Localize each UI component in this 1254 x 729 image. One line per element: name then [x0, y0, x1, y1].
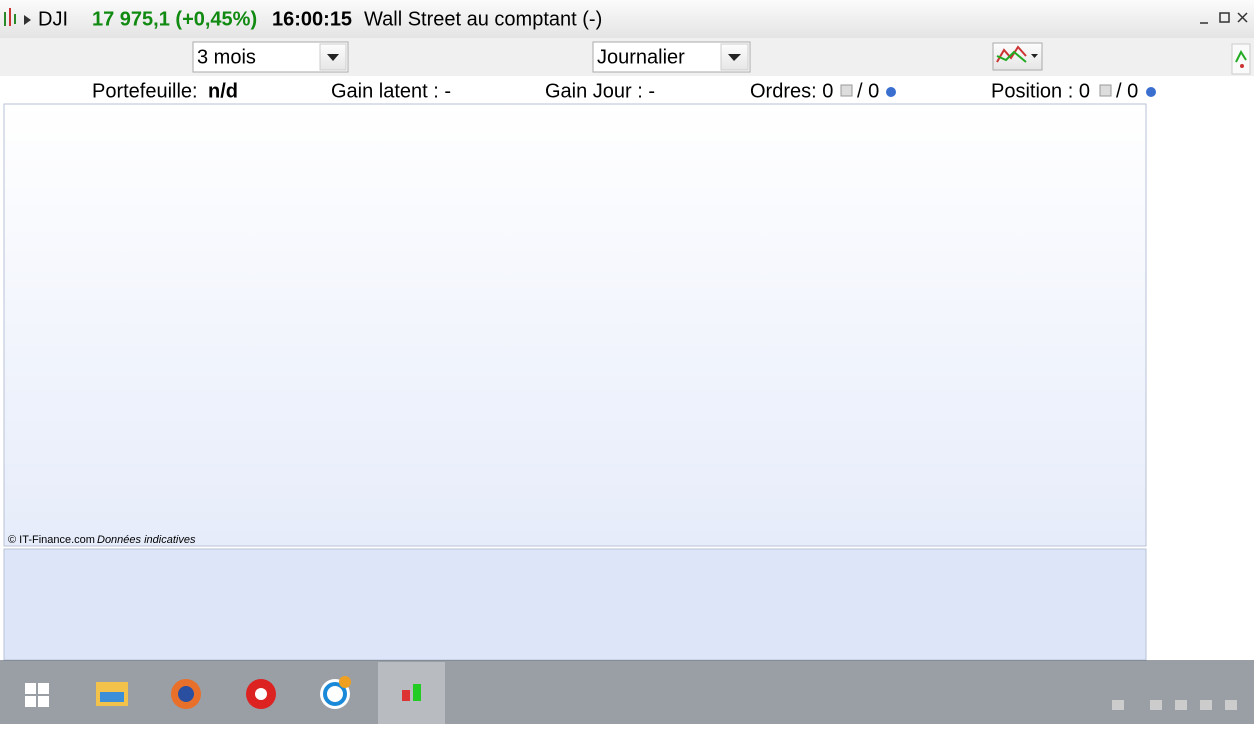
position-gear[interactable]	[1146, 87, 1156, 97]
start-button[interactable]	[25, 683, 49, 707]
quote-time: 16:00:15	[272, 8, 352, 30]
window-buttons[interactable]	[1200, 12, 1248, 24]
period-value[interactable]: 3 mois	[197, 46, 256, 68]
interval-value[interactable]: Journalier	[597, 46, 685, 68]
oscillator-panel	[3, 548, 1147, 661]
app-icon	[4, 8, 16, 26]
orders-gear[interactable]	[886, 87, 896, 97]
symbol-arrow[interactable]	[24, 15, 31, 25]
portfolio-value: n/d	[208, 80, 238, 102]
symbol[interactable]: DJI	[38, 8, 68, 30]
title-bar	[0, 0, 1254, 38]
portfolio-bar	[0, 76, 1254, 104]
instrument-name: Wall Street au comptant (-)	[364, 8, 602, 30]
interval-dropdown-button[interactable]	[720, 43, 749, 71]
orders: Ordres: 0	[750, 80, 833, 102]
copyright: © IT-Finance.com	[8, 534, 95, 546]
dropdown-arrow	[728, 54, 741, 61]
price-panel	[3, 103, 1147, 547]
orders-count: / 0	[857, 80, 879, 102]
explorer-icon[interactable]	[96, 682, 128, 706]
portfolio-label: Portefeuille:	[92, 80, 198, 102]
tray	[1112, 700, 1237, 710]
gain-latent: Gain latent : -	[331, 80, 451, 102]
orders-icon[interactable]	[840, 84, 853, 97]
quote: 17 975,1 (+0,45%)	[92, 8, 257, 30]
chart-app-icon	[402, 684, 421, 701]
dropdown-arrow	[327, 54, 339, 61]
position-icon[interactable]	[1099, 84, 1112, 97]
taskbar	[0, 660, 1254, 724]
position: Position : 0	[991, 80, 1090, 102]
active-task[interactable]	[378, 662, 445, 724]
indicator-button[interactable]	[992, 42, 1043, 71]
position-count: / 0	[1116, 80, 1138, 102]
side-icon[interactable]	[1231, 43, 1251, 75]
data-note: Données indicatives	[97, 534, 196, 546]
gain-jour: Gain Jour : -	[545, 80, 655, 102]
